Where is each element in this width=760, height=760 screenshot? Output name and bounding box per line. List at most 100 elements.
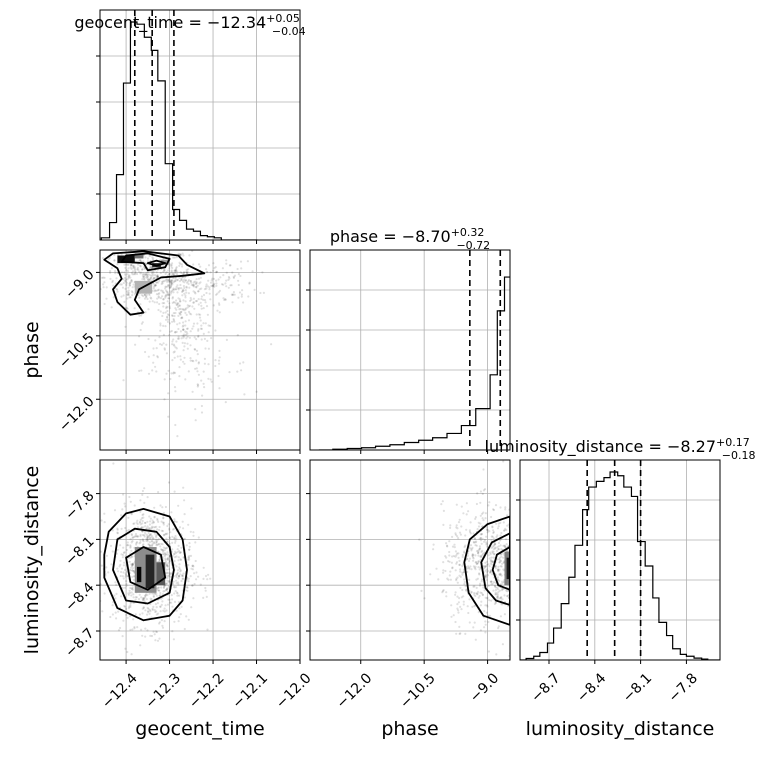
scatter-point bbox=[159, 329, 162, 332]
scatter-point bbox=[163, 584, 166, 588]
scatter-point bbox=[170, 283, 173, 286]
scatter-point bbox=[214, 359, 217, 362]
x-tick-label: −8.7 bbox=[528, 670, 563, 705]
scatter-point bbox=[189, 280, 192, 283]
scatter-point bbox=[156, 519, 159, 522]
scatter-point bbox=[146, 535, 149, 538]
scatter-point bbox=[485, 604, 489, 607]
scatter-point bbox=[209, 271, 212, 274]
scatter-point bbox=[136, 266, 139, 269]
scatter-point bbox=[533, 549, 535, 551]
x-axis-labels: geocent_time phase luminosity_distance bbox=[135, 718, 714, 740]
scatter-point bbox=[132, 578, 135, 582]
scatter-point bbox=[490, 599, 493, 602]
scatter-point bbox=[170, 329, 173, 333]
scatter-point bbox=[153, 506, 156, 509]
scatter-point bbox=[490, 561, 493, 564]
scatter-point bbox=[150, 526, 154, 530]
scatter-point bbox=[122, 294, 125, 297]
scatter-point bbox=[131, 628, 134, 631]
scatter-point bbox=[180, 605, 183, 608]
scatter-point bbox=[174, 269, 177, 272]
scatter-point bbox=[150, 544, 153, 548]
scatter-point bbox=[156, 274, 159, 277]
scatter-point bbox=[155, 630, 159, 634]
scatter-point bbox=[456, 607, 459, 610]
scatter-point bbox=[477, 611, 480, 614]
scatter-point bbox=[179, 283, 182, 287]
scatter-point bbox=[178, 563, 181, 566]
scatter-point bbox=[162, 342, 165, 345]
scatter-point bbox=[455, 526, 458, 529]
scatter-point bbox=[481, 593, 485, 597]
scatter-point bbox=[484, 569, 487, 572]
scatter-point bbox=[514, 545, 516, 547]
scatter-point bbox=[142, 272, 145, 275]
scatter-point bbox=[163, 610, 166, 613]
scatter-point bbox=[129, 628, 132, 632]
scatter-point bbox=[484, 575, 487, 578]
y-tick-label: −9.0 bbox=[62, 267, 97, 302]
scatter-point bbox=[140, 294, 143, 297]
scatter-point bbox=[550, 553, 552, 555]
scatter-point bbox=[192, 322, 196, 325]
axes-frame bbox=[309, 249, 511, 451]
scatter-point bbox=[477, 550, 480, 554]
scatter-point bbox=[188, 558, 191, 561]
histogram-geocent_time bbox=[100, 21, 258, 240]
scatter-point bbox=[161, 280, 164, 283]
scatter-point bbox=[148, 293, 151, 297]
scatter-point bbox=[232, 275, 235, 278]
scatter-point bbox=[182, 333, 186, 336]
plot-area bbox=[310, 460, 552, 660]
scatter-point bbox=[142, 597, 145, 600]
scatter-point bbox=[523, 532, 525, 534]
scatter-point bbox=[484, 604, 487, 607]
scatter-point bbox=[151, 258, 154, 261]
scatter-point bbox=[168, 527, 171, 530]
scatter-point bbox=[209, 378, 212, 381]
scatter-point bbox=[182, 299, 185, 302]
scatter-point bbox=[152, 277, 155, 280]
scatter-point bbox=[183, 276, 186, 279]
scatter-point bbox=[445, 542, 448, 545]
scatter-point bbox=[137, 244, 139, 246]
scatter-point bbox=[192, 531, 195, 534]
scatter-point bbox=[449, 526, 452, 530]
scatter-point bbox=[470, 549, 473, 552]
scatter-point bbox=[236, 370, 239, 373]
scatter-point bbox=[499, 560, 503, 563]
scatter-point bbox=[146, 275, 149, 278]
scatter-point bbox=[129, 544, 132, 547]
scatter-point bbox=[227, 286, 230, 289]
scatter-point bbox=[199, 301, 202, 304]
scatter-point bbox=[136, 522, 139, 526]
scatter-point bbox=[126, 574, 129, 578]
scatter-point bbox=[152, 274, 155, 277]
scatter-point bbox=[515, 580, 517, 582]
scatter-point bbox=[126, 544, 129, 547]
scatter-point bbox=[459, 568, 462, 571]
scatter-point bbox=[137, 227, 139, 229]
scatter-point bbox=[136, 626, 139, 629]
scatter-point bbox=[167, 598, 170, 601]
scatter-point bbox=[151, 279, 154, 282]
scatter-point bbox=[181, 294, 184, 297]
scatter-point bbox=[154, 276, 157, 279]
scatter-point bbox=[480, 578, 483, 581]
scatter-point bbox=[458, 574, 461, 577]
scatter-point bbox=[151, 544, 154, 547]
scatter-point bbox=[456, 581, 459, 584]
scatter-point bbox=[155, 293, 158, 296]
scatter-point bbox=[148, 278, 151, 281]
scatter-point bbox=[484, 574, 487, 577]
scatter-point bbox=[225, 259, 228, 262]
scatter-point bbox=[167, 523, 170, 526]
scatter-point bbox=[176, 572, 179, 575]
scatter-point bbox=[149, 276, 152, 279]
scatter-point bbox=[516, 607, 518, 609]
scatter-point bbox=[503, 529, 506, 532]
scatter-point bbox=[153, 285, 156, 288]
scatter-point bbox=[187, 558, 190, 561]
scatter-point bbox=[510, 583, 512, 585]
